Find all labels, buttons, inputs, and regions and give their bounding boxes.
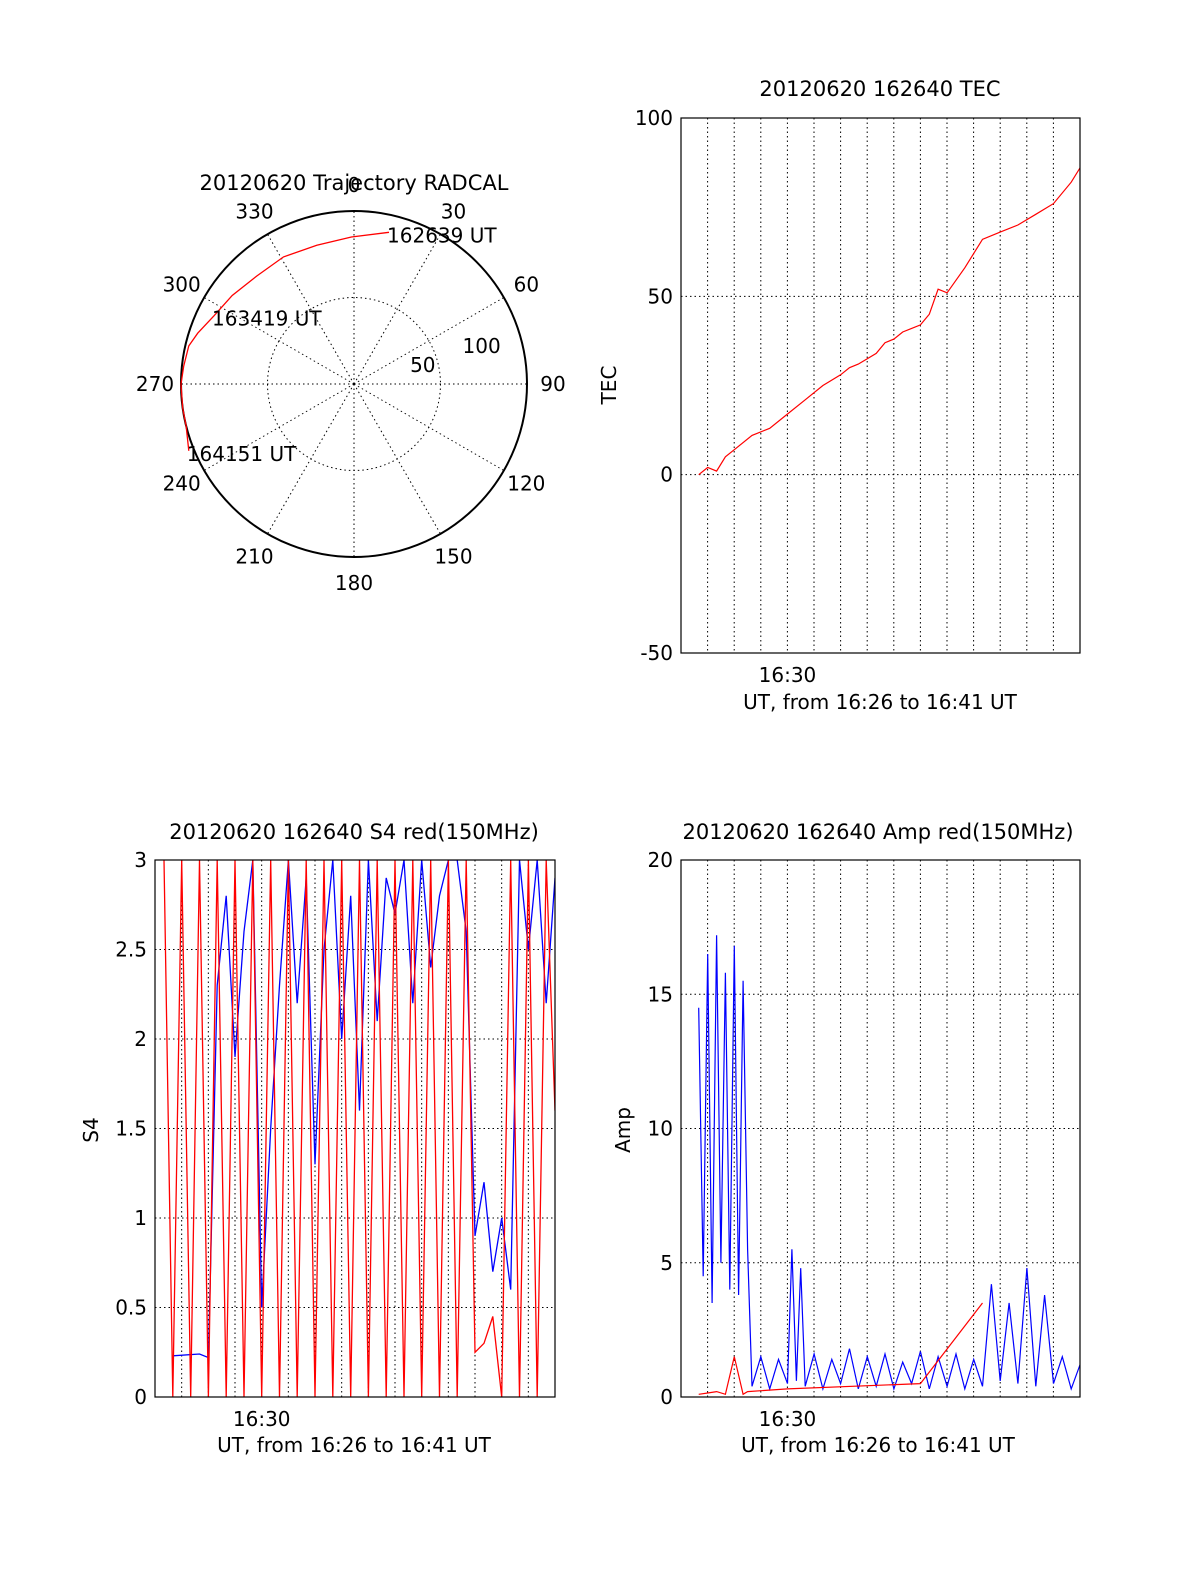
red-series-line	[698, 167, 1080, 476]
polar-angle-label: 0	[348, 173, 361, 197]
polar-title: 20120620 Trajectory RADCAL	[200, 171, 509, 195]
polar-spoke	[353, 297, 505, 385]
y-tick-label: 1.5	[115, 1117, 147, 1141]
s4-plot-area: 0 0.5 1 1.5 2 2.5 3 16:30	[115, 848, 556, 1431]
polar-spoke	[353, 383, 441, 535]
tec-panel: 20120620 162640 TEC -50 0 50 100 16:30 UT, f…	[597, 77, 1081, 714]
amp-xlabel: UT, from 16:26 to 16:41 UT	[741, 1433, 1016, 1457]
polar-time-annotation: 163419 UT	[212, 307, 322, 331]
plot-frame	[680, 859, 1081, 1398]
y-tick-label: 0	[134, 1385, 147, 1409]
y-tick-label: 1	[134, 1206, 147, 1230]
s4-title: 20120620 162640 S4 red(150MHz)	[169, 820, 539, 844]
tec-ylabel: TEC	[597, 366, 621, 406]
polar-angle-label: 150	[434, 544, 472, 568]
red-series-line	[163, 860, 555, 1397]
polar-trajectory-line	[180, 231, 390, 451]
amp-plot-area: 0 5 10 15 20 16:30	[648, 848, 1081, 1431]
amp-panel: 20120620 162640 Amp red(150MHz) 0 5 10 15 20…	[611, 820, 1081, 1457]
y-tick-label: 20	[648, 848, 673, 872]
red-series-line	[698, 1302, 983, 1396]
y-tick-label: 10	[648, 1117, 673, 1141]
y-tick-label: 50	[648, 284, 673, 308]
plot-frame	[680, 117, 1081, 654]
y-tick-label: 0	[660, 1385, 673, 1409]
blue-series-line	[698, 935, 1080, 1392]
polar-trajectory-panel: 20120620 Trajectory RADCAL 0 30 60 90 120 150…	[136, 171, 566, 595]
x-tick-label: 16:30	[759, 663, 817, 687]
y-tick-label: -50	[640, 641, 673, 665]
polar-spoke	[203, 383, 355, 471]
polar-spoke	[353, 383, 505, 471]
tec-title: 20120620 162640 TEC	[759, 77, 1000, 101]
tec-plot-area: -50 0 50 100 16:30	[635, 106, 1081, 687]
y-tick-label: 2.5	[115, 938, 147, 962]
polar-labels: 0 30 60 90 120 150 180 210 240 270 300 330 50 100 1626…	[136, 173, 566, 595]
polar-angle-label: 180	[335, 571, 373, 595]
polar-angle-label: 240	[163, 472, 201, 496]
x-tick-label: 16:30	[759, 1407, 817, 1431]
s4-panel: 20120620 162640 S4 red(150MHz) 0 0.5 1 1.5 2…	[79, 820, 556, 1457]
s4-ylabel: S4	[79, 1117, 103, 1142]
polar-angle-label: 270	[136, 372, 174, 396]
y-tick-label: 100	[635, 106, 673, 130]
polar-spoke	[353, 233, 441, 385]
y-tick-label: 2	[134, 1027, 147, 1051]
polar-angle-label: 120	[507, 472, 545, 496]
polar-angle-label: 210	[235, 544, 273, 568]
polar-time-annotation: 164151 UT	[187, 442, 297, 466]
polar-spoke	[267, 383, 355, 535]
blue-series-line	[172, 860, 555, 1359]
amp-title: 20120620 162640 Amp red(150MHz)	[682, 820, 1073, 844]
y-tick-label: 0.5	[115, 1296, 147, 1320]
y-tick-label: 5	[660, 1251, 673, 1275]
polar-spoke	[203, 297, 355, 385]
y-tick-label: 0	[660, 463, 673, 487]
tec-xlabel: UT, from 16:26 to 16:41 UT	[743, 690, 1018, 714]
x-tick-label: 16:30	[233, 1407, 291, 1431]
polar-angle-label: 330	[235, 200, 273, 224]
y-tick-label: 3	[134, 848, 147, 872]
polar-spoke	[267, 233, 355, 385]
polar-angle-label: 60	[514, 273, 539, 297]
plot-frame	[154, 859, 556, 1398]
s4-xlabel: UT, from 16:26 to 16:41 UT	[217, 1433, 492, 1457]
polar-angle-label: 30	[441, 200, 466, 224]
polar-series	[180, 231, 390, 451]
polar-angle-label: 300	[163, 273, 201, 297]
polar-radial-label: 50	[410, 353, 435, 377]
polar-radial-label: 100	[463, 334, 501, 358]
polar-angle-label: 90	[540, 372, 565, 396]
amp-ylabel: Amp	[611, 1107, 635, 1153]
polar-grid	[180, 210, 528, 558]
y-tick-label: 15	[648, 982, 673, 1006]
polar-time-annotation: 162639 UT	[387, 223, 497, 247]
